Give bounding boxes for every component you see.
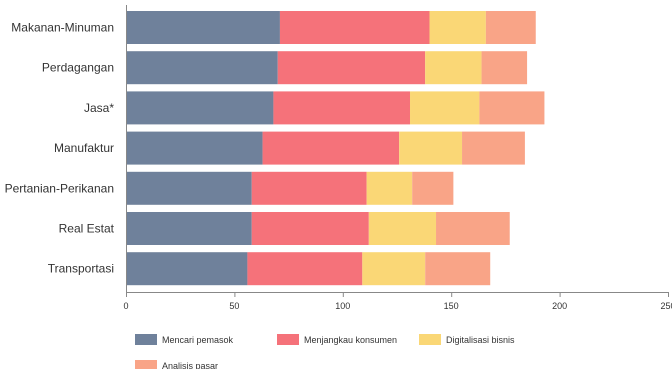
bar-makanan-minuman-analisis-pasar (485, 11, 536, 44)
bar-perdagangan-digitalisasi-bisnis (425, 51, 482, 85)
bar-real-estat-digitalisasi-bisnis (368, 212, 437, 245)
bar-jasa-mencari-pemasok (126, 91, 274, 125)
bar-manufaktur-menjangkau-konsumen (262, 131, 400, 165)
category-label-real-estat: Real Estat (59, 222, 115, 236)
x-tick-label-150: 150 (444, 301, 459, 311)
legend-item-digitalisasi-bisnis: Digitalisasi bisnis (419, 334, 515, 345)
bar-manufaktur-mencari-pemasok (126, 131, 263, 165)
bar-makanan-minuman-digitalisasi-bisnis (429, 11, 486, 44)
legend-swatch-menjangkau-konsumen (277, 334, 299, 345)
bar-perdagangan-mencari-pemasok (126, 51, 278, 85)
x-tick-label-0: 0 (123, 301, 128, 311)
bar-transportasi-analisis-pasar (425, 252, 491, 286)
category-labels: Makanan-Minuman Perdagangan Jasa* Manufaktu… (5, 21, 115, 276)
bar-manufaktur-analisis-pasar (462, 131, 525, 165)
bar-makanan-minuman-menjangkau-konsumen (279, 11, 430, 44)
bar-jasa-analisis-pasar (479, 91, 545, 125)
bar-makanan-minuman-mencari-pemasok (126, 11, 280, 44)
category-label-pertanian-perikanan: Pertanian-Perikanan (5, 181, 114, 195)
category-label-manufaktur: Manufaktur (54, 141, 114, 155)
bar-perdagangan-menjangkau-konsumen (277, 51, 426, 85)
legend-item-menjangkau-konsumen: Menjangkau konsumen (277, 334, 397, 345)
category-label-makanan-minuman: Makanan-Minuman (11, 21, 114, 35)
x-tick-label-250: 250 (660, 301, 672, 311)
bar-pertanian-perikanan-mencari-pemasok (126, 171, 252, 205)
bars-layer (126, 11, 545, 286)
category-label-transportasi: Transportasi (48, 262, 114, 276)
bar-jasa-menjangkau-konsumen (273, 91, 410, 125)
legend-label-mencari-pemasok: Mencari pemasok (162, 335, 234, 345)
bar-transportasi-mencari-pemasok (126, 252, 248, 286)
bar-pertanian-perikanan-analisis-pasar (412, 171, 454, 205)
legend-swatch-digitalisasi-bisnis (419, 334, 441, 345)
bar-pertanian-perikanan-digitalisasi-bisnis (366, 171, 413, 205)
bar-transportasi-digitalisasi-bisnis (362, 252, 426, 286)
legend-item-mencari-pemasok: Mencari pemasok (135, 334, 234, 345)
x-axis: 0 50 100 150 200 250 (123, 5, 672, 311)
bar-transportasi-menjangkau-konsumen (247, 252, 363, 286)
x-tick-label-100: 100 (335, 301, 350, 311)
bar-real-estat-mencari-pemasok (126, 212, 252, 245)
bar-manufaktur-digitalisasi-bisnis (399, 131, 463, 165)
legend-label-analisis-pasar: Analisis pasar (162, 361, 218, 369)
x-tick-label-50: 50 (229, 301, 239, 311)
legend-label-digitalisasi-bisnis: Digitalisasi bisnis (446, 335, 515, 345)
category-label-perdagangan: Perdagangan (42, 61, 114, 75)
category-label-jasa: Jasa* (84, 101, 114, 115)
legend-item-analisis-pasar: Analisis pasar (135, 360, 218, 371)
bar-real-estat-menjangkau-konsumen (251, 212, 369, 245)
bar-jasa-digitalisasi-bisnis (410, 91, 480, 125)
bar-real-estat-analisis-pasar (436, 212, 510, 245)
legend: Mencari pemasok Menjangkau konsumen Digita… (135, 334, 515, 371)
bar-perdagangan-analisis-pasar (481, 51, 528, 85)
legend-swatch-mencari-pemasok (135, 334, 157, 345)
x-tick-label-200: 200 (552, 301, 567, 311)
bar-pertanian-perikanan-menjangkau-konsumen (251, 171, 367, 205)
legend-swatch-analisis-pasar (135, 360, 157, 371)
legend-label-menjangkau-konsumen: Menjangkau konsumen (304, 335, 397, 345)
